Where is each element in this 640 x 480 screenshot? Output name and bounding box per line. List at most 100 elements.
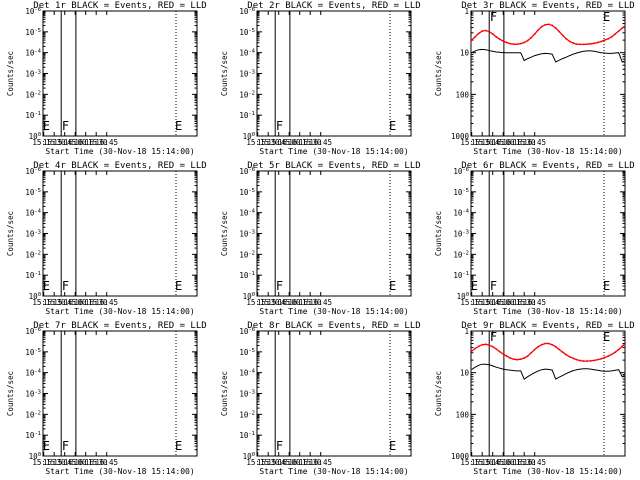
lld-data-point [523,41,526,44]
lld-data-point [621,27,624,29]
lld-data-point [484,29,487,32]
x-tick-label: 16:30 [513,298,536,307]
y-tick-label: 1 [464,7,469,16]
lld-data-point [481,343,484,346]
lld-data-point [526,39,529,42]
lld-data-point [530,351,533,354]
plot-frame [42,170,198,297]
lld-data-point [623,343,626,346]
lld-data-point [551,24,554,27]
lld-data-point [502,353,505,355]
x-tick-label: 16:15 [288,298,311,307]
y-tick-label: 10-2 [453,250,469,259]
lld-data-point [505,41,508,44]
marker-e: E [175,119,182,133]
lld-data-point [533,33,536,35]
lld-data-point [568,355,571,358]
lld-data-point [558,30,561,33]
x-tick-label: 16:00 [278,298,301,307]
lld-data-point [509,357,512,359]
x-tick-label: 16:00 [492,138,515,147]
events-series-line [471,48,625,63]
y-axis-label: Counts/sec [6,211,15,256]
x-tick-label: 15:15 [246,138,269,147]
marker-e: E [471,279,478,293]
lld-data-point [589,359,592,362]
marker-e: E [603,279,610,293]
lld-data-point [568,40,571,43]
lld-data-point [565,37,568,40]
x-axis-label: Start Time (30-Nov-18 15:14:00) [259,147,408,156]
marker-e: E [175,439,182,453]
x-axis-label: Start Time (30-Nov-18 15:14:00) [473,147,622,156]
lld-data-point [623,25,626,28]
marker-e: E [603,10,610,24]
plot-frame [470,10,626,137]
x-tick-label: 15:45 [53,458,76,467]
y-tick-label: 100 [29,452,41,461]
x-tick-label: 15:30 [471,138,494,147]
y-tick-label: 1000 [451,132,470,141]
y-tick-label: 10-1 [25,111,41,120]
y-tick-label: 10-4 [239,369,255,378]
x-tick-label: 16:45 [523,138,546,147]
x-tick-label: 16:30 [299,458,322,467]
y-tick-label: 10-2 [239,90,255,99]
lld-data-point [614,351,617,354]
lld-data-point [516,43,519,46]
lld-data-point [582,43,585,46]
x-axis-label: Start Time (30-Nov-18 15:14:00) [473,467,622,476]
x-tick-label: 15:15 [32,138,55,147]
plot-panel-6: Det 6r BLACK = Events, RED = LLD 15:1515:… [434,161,635,316]
events-series-line [471,363,625,380]
y-tick-label: 10-2 [25,90,41,99]
lld-data-point [617,30,620,32]
x-tick-label: 16:00 [492,458,515,467]
x-tick-label: 16:15 [288,138,311,147]
marker-e: E [43,279,50,293]
lld-data-point [488,344,491,346]
x-tick-label: 15:30 [43,138,66,147]
y-tick-label: 10-3 [239,230,255,239]
x-tick-label: 15:30 [257,138,280,147]
y-tick-label: 10-6 [239,167,255,176]
x-tick-label: 16:45 [523,458,546,467]
x-tick-label: 16:45 [309,298,332,307]
y-tick-label: 10-5 [239,348,255,357]
lld-data-point [589,42,592,45]
y-axis-label: Counts/sec [434,211,443,256]
lld-data-point [593,359,596,362]
lld-data-point [495,348,498,350]
y-tick-label: 10-3 [25,230,41,239]
marker-f: F [62,279,69,293]
lld-data-point [491,345,494,348]
plot-frame [470,330,626,457]
lld-data-point [495,35,498,38]
lld-data-point [505,355,508,357]
lld-data-point [554,345,557,348]
lld-data-point [610,35,613,38]
y-tick-label: 10-3 [25,390,41,399]
x-tick-label: 15:45 [267,138,290,147]
lld-data-point [544,23,547,26]
y-tick-label: 10-4 [239,209,255,218]
plot-panel-2: Det 2r BLACK = Events, RED = LLD 15:1515:… [220,1,421,156]
lld-data-point [477,345,480,348]
lld-data-point [512,43,515,46]
y-tick-label: 10-5 [25,28,41,37]
lld-data-point [519,42,522,45]
x-tick-label: 15:45 [481,138,504,147]
x-tick-label: 16:15 [74,298,97,307]
y-axis-label: Counts/sec [220,371,229,416]
x-tick-label: 16:45 [95,138,118,147]
lld-data-point [519,358,522,361]
x-tick-label: 16:15 [502,138,525,147]
x-tick-label: 16:15 [74,138,97,147]
x-tick-label: 15:15 [460,298,483,307]
x-tick-label: 15:15 [246,298,269,307]
x-tick-label: 16:00 [64,458,87,467]
y-tick-label: 100 [29,292,41,301]
y-tick-label: 10-6 [239,327,255,336]
y-axis-label: Counts/sec [6,51,15,96]
